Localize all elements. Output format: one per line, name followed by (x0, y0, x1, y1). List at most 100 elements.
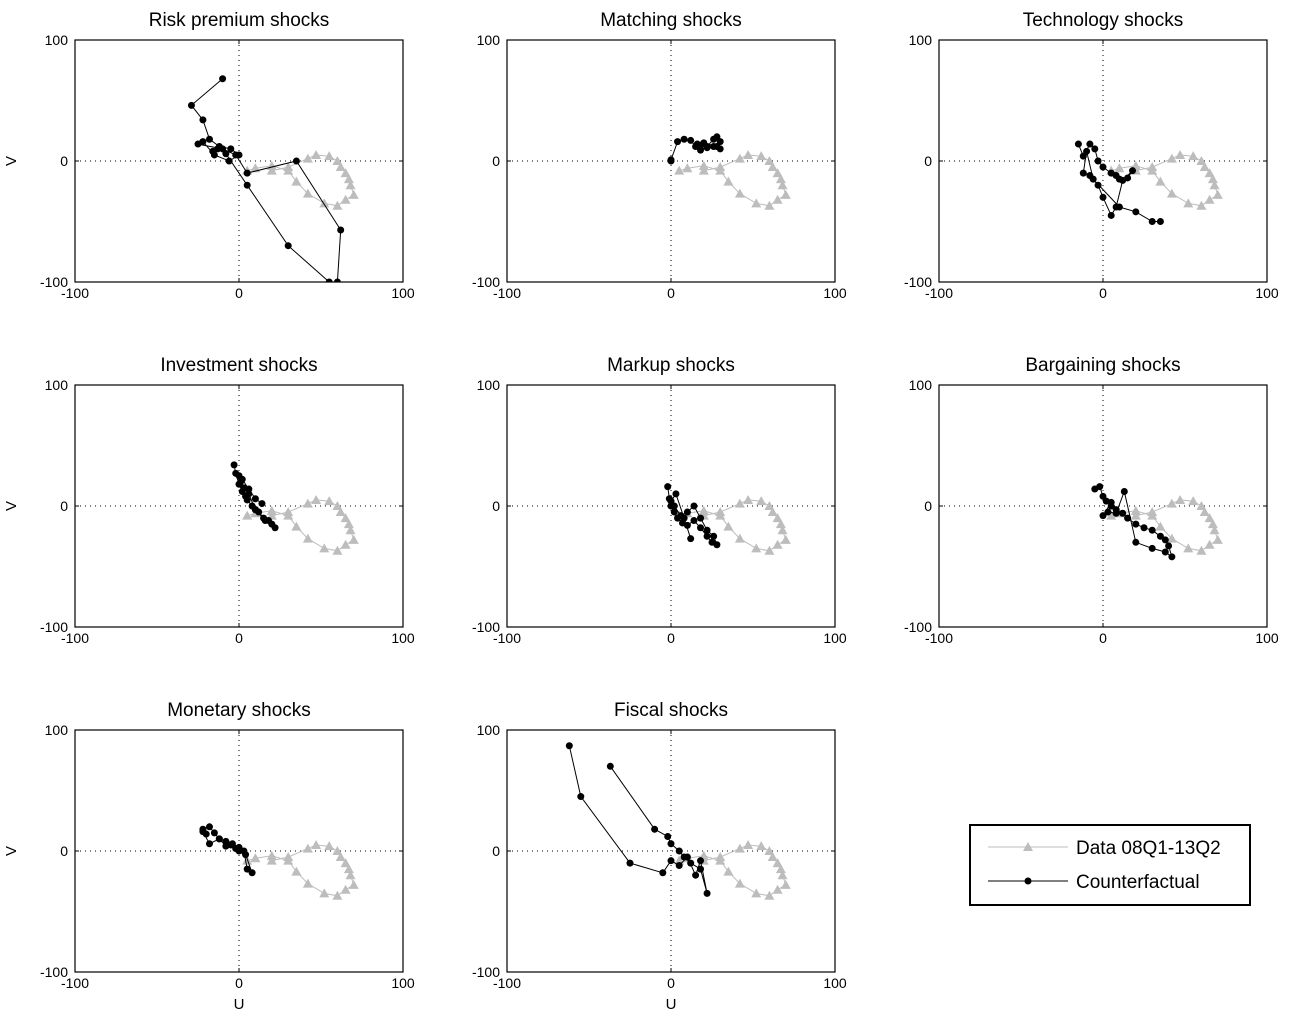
counterfactual-point (577, 793, 585, 801)
x-tick-label: 100 (1255, 630, 1279, 646)
counterfactual-line (190, 78, 342, 282)
counterfactual-point (205, 135, 213, 143)
counterfactual-point (235, 843, 243, 851)
data-point (734, 878, 745, 888)
y-tick-label: 100 (477, 32, 501, 48)
data-point (767, 852, 778, 862)
data-point (1212, 189, 1223, 199)
data-point (1114, 163, 1125, 173)
counterfactual-point (325, 278, 333, 282)
counterfactual-point (1132, 538, 1140, 546)
subplot-title: Technology shocks (1023, 10, 1184, 31)
counterfactual-point (675, 847, 683, 855)
data-point (343, 174, 354, 184)
data-point (682, 163, 693, 173)
counterfactual-point (664, 483, 672, 491)
data-point (266, 505, 277, 515)
series-counterfactual (1091, 483, 1176, 561)
data-point (772, 168, 783, 178)
data-point (1166, 188, 1177, 198)
counterfactual-point (1115, 203, 1123, 211)
data-point (1106, 510, 1117, 520)
data-point (1196, 501, 1207, 510)
data-point (1196, 545, 1207, 555)
x-tick-label: 0 (235, 285, 243, 301)
counterfactual-point (680, 514, 688, 522)
series-counterfactual (187, 75, 345, 282)
counterfactual-point (697, 146, 705, 154)
x-tick-label: -100 (493, 285, 521, 301)
counterfactual-point (703, 532, 711, 540)
counterfactual-point (1119, 509, 1127, 517)
data-point (1155, 521, 1166, 531)
x-tick-label: -100 (493, 630, 521, 646)
counterfactual-point (1094, 157, 1102, 165)
counterfactual-point (1104, 508, 1112, 516)
data-point (772, 858, 783, 868)
data-point (302, 188, 313, 198)
counterfactual-point (672, 490, 680, 498)
data-point (723, 866, 734, 876)
counterfactual-point (690, 502, 698, 510)
data-point (324, 496, 335, 506)
y-tick-label: 100 (909, 377, 933, 393)
series-data (242, 839, 359, 900)
data-point (772, 884, 783, 894)
series-data (674, 149, 791, 210)
counterfactual-point (227, 145, 235, 153)
data-point (340, 858, 351, 868)
counterfactual-point (697, 865, 705, 873)
series-data (1106, 494, 1223, 555)
data-point (723, 521, 734, 531)
x-tick-label: -100 (61, 285, 89, 301)
x-tick-label: 0 (235, 630, 243, 646)
data-point (335, 507, 346, 517)
y-tick-label: 0 (924, 153, 932, 169)
data-point (1147, 165, 1158, 175)
data-point (1188, 151, 1199, 161)
counterfactual-point (284, 242, 292, 250)
x-tick-label: 0 (1099, 630, 1107, 646)
y-axis-label: V (3, 846, 20, 856)
data-point (348, 534, 359, 544)
counterfactual-point (1107, 498, 1115, 506)
data-point (764, 890, 775, 900)
y-tick-label: 100 (45, 722, 69, 738)
counterfactual-point (697, 524, 705, 532)
data-point (1166, 153, 1177, 163)
data-point (1175, 494, 1186, 504)
counterfactual-point (1099, 193, 1107, 201)
counterfactual-point (248, 869, 256, 877)
data-point (715, 510, 726, 520)
y-tick-label: 0 (60, 498, 68, 514)
data-point (291, 866, 302, 876)
counterfactual-point (243, 169, 251, 177)
counterfactual-point (292, 157, 300, 165)
counterfactual-point (243, 496, 251, 504)
subplot-panel: Investment shocks -100 0 100 -100 0 100 V (3, 355, 415, 646)
counterfactual-point (697, 514, 705, 522)
data-point (332, 501, 343, 510)
data-point (767, 507, 778, 517)
y-tick-label: -100 (904, 619, 932, 635)
y-tick-label: -100 (40, 274, 68, 290)
y-axis-label: V (3, 501, 20, 511)
counterfactual-point (258, 500, 266, 508)
counterfactual-point (245, 490, 253, 498)
counterfactual-point (1091, 145, 1099, 153)
y-tick-label: -100 (40, 964, 68, 980)
data-point (1183, 198, 1194, 208)
y-tick-label: 0 (60, 153, 68, 169)
data-point (324, 841, 335, 851)
counterfactual-point (703, 526, 711, 534)
counterfactual-point (683, 521, 691, 529)
data-point (764, 846, 775, 855)
data-point (767, 162, 778, 172)
counterfactual-point (700, 139, 708, 147)
data-point (1204, 168, 1215, 178)
counterfactual-point (626, 859, 634, 867)
subplot-panel: Matching shocks -100 0 100 -100 0 100 (472, 10, 847, 301)
data-point (340, 539, 351, 549)
data-point (1130, 505, 1141, 515)
counterfactual-point (664, 832, 672, 840)
